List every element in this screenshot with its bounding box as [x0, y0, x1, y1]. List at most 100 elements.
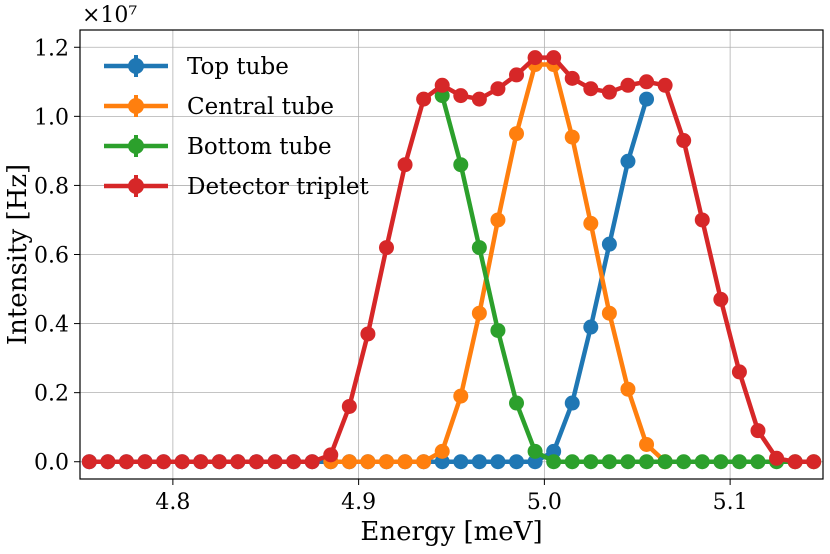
y-axis-multiplier: ×10⁷	[82, 3, 137, 28]
data-point	[583, 215, 599, 231]
data-point	[639, 74, 655, 90]
legend-label: Detector triplet	[187, 174, 369, 200]
data-point	[397, 454, 413, 470]
data-point	[657, 77, 673, 93]
data-series	[81, 50, 822, 470]
data-point	[694, 454, 710, 470]
data-point	[453, 388, 469, 404]
data-point	[453, 454, 469, 470]
data-point	[620, 381, 636, 397]
data-point	[509, 67, 525, 83]
x-tick-label: 5.1	[713, 490, 748, 515]
data-point	[434, 77, 450, 93]
legend: Top tube Central tube Bottom tube Detector …	[104, 54, 369, 200]
series-detector-triplet	[81, 50, 822, 470]
data-point	[397, 157, 413, 173]
data-point	[434, 454, 450, 470]
data-point	[564, 70, 580, 86]
data-point	[118, 454, 134, 470]
data-point	[193, 454, 209, 470]
data-point	[490, 81, 506, 97]
data-point	[601, 84, 617, 100]
data-point	[676, 133, 692, 149]
series-line	[440, 95, 814, 464]
data-point	[453, 88, 469, 104]
x-tick-label: 5.0	[527, 490, 562, 515]
series-bottom-tube	[434, 88, 822, 470]
y-axis-label: Intensity [Hz]	[3, 164, 33, 345]
data-point	[471, 240, 487, 256]
x-axis-ticks: 4.8 4.9 5.0 5.1	[155, 479, 748, 515]
y-tick-label: 1.0	[34, 105, 69, 130]
x-tick-label: 4.8	[155, 490, 190, 515]
data-point	[304, 454, 320, 470]
data-point	[434, 88, 450, 104]
legend-marker	[128, 58, 144, 74]
data-point	[564, 395, 580, 411]
data-point	[248, 454, 264, 470]
data-point	[620, 77, 636, 93]
series-line	[89, 55, 814, 464]
data-point	[601, 305, 617, 321]
data-point	[137, 454, 153, 470]
data-point	[601, 454, 617, 470]
data-point	[341, 398, 357, 414]
data-point	[676, 454, 692, 470]
data-point	[527, 454, 543, 470]
data-point	[527, 50, 543, 66]
series-central-tube	[323, 57, 673, 470]
data-point	[713, 291, 729, 307]
data-point	[806, 454, 822, 470]
data-point	[267, 454, 283, 470]
data-point	[81, 454, 97, 470]
data-point	[639, 436, 655, 452]
legend-item: Central tube	[104, 94, 334, 120]
data-point	[211, 454, 227, 470]
data-point	[657, 454, 673, 470]
data-point	[546, 454, 562, 470]
data-point	[546, 443, 562, 459]
data-point	[490, 454, 506, 470]
data-point	[620, 153, 636, 169]
legend-marker	[128, 138, 144, 154]
legend-item: Top tube	[104, 54, 289, 80]
data-point	[471, 91, 487, 107]
y-tick-label: 0.8	[34, 174, 69, 199]
data-point	[100, 454, 116, 470]
data-point	[323, 447, 339, 463]
data-point	[787, 454, 803, 470]
legend-item: Detector triplet	[104, 174, 369, 200]
data-point	[639, 91, 655, 107]
data-point	[750, 454, 766, 470]
data-point	[174, 454, 190, 470]
data-point	[471, 454, 487, 470]
legend-label: Top tube	[187, 54, 289, 80]
data-point	[639, 454, 655, 470]
data-point	[378, 454, 394, 470]
legend-marker	[128, 178, 144, 194]
data-point	[583, 319, 599, 335]
data-point	[471, 305, 487, 321]
data-point	[694, 212, 710, 228]
data-point	[527, 443, 543, 459]
y-tick-label: 0.0	[34, 451, 69, 476]
data-point	[286, 454, 302, 470]
x-tick-label: 4.9	[341, 490, 376, 515]
data-point	[509, 395, 525, 411]
legend-label: Central tube	[187, 94, 334, 120]
y-tick-label: 0.6	[34, 244, 69, 269]
data-point	[230, 454, 246, 470]
data-point	[601, 236, 617, 252]
data-point	[583, 454, 599, 470]
data-point	[434, 443, 450, 459]
data-point	[416, 91, 432, 107]
data-point	[341, 454, 357, 470]
data-point	[620, 454, 636, 470]
data-point	[731, 364, 747, 380]
data-point	[750, 423, 766, 439]
data-point	[490, 212, 506, 228]
data-point	[713, 454, 729, 470]
legend-label: Bottom tube	[187, 134, 332, 160]
plot-frame	[79, 29, 824, 480]
